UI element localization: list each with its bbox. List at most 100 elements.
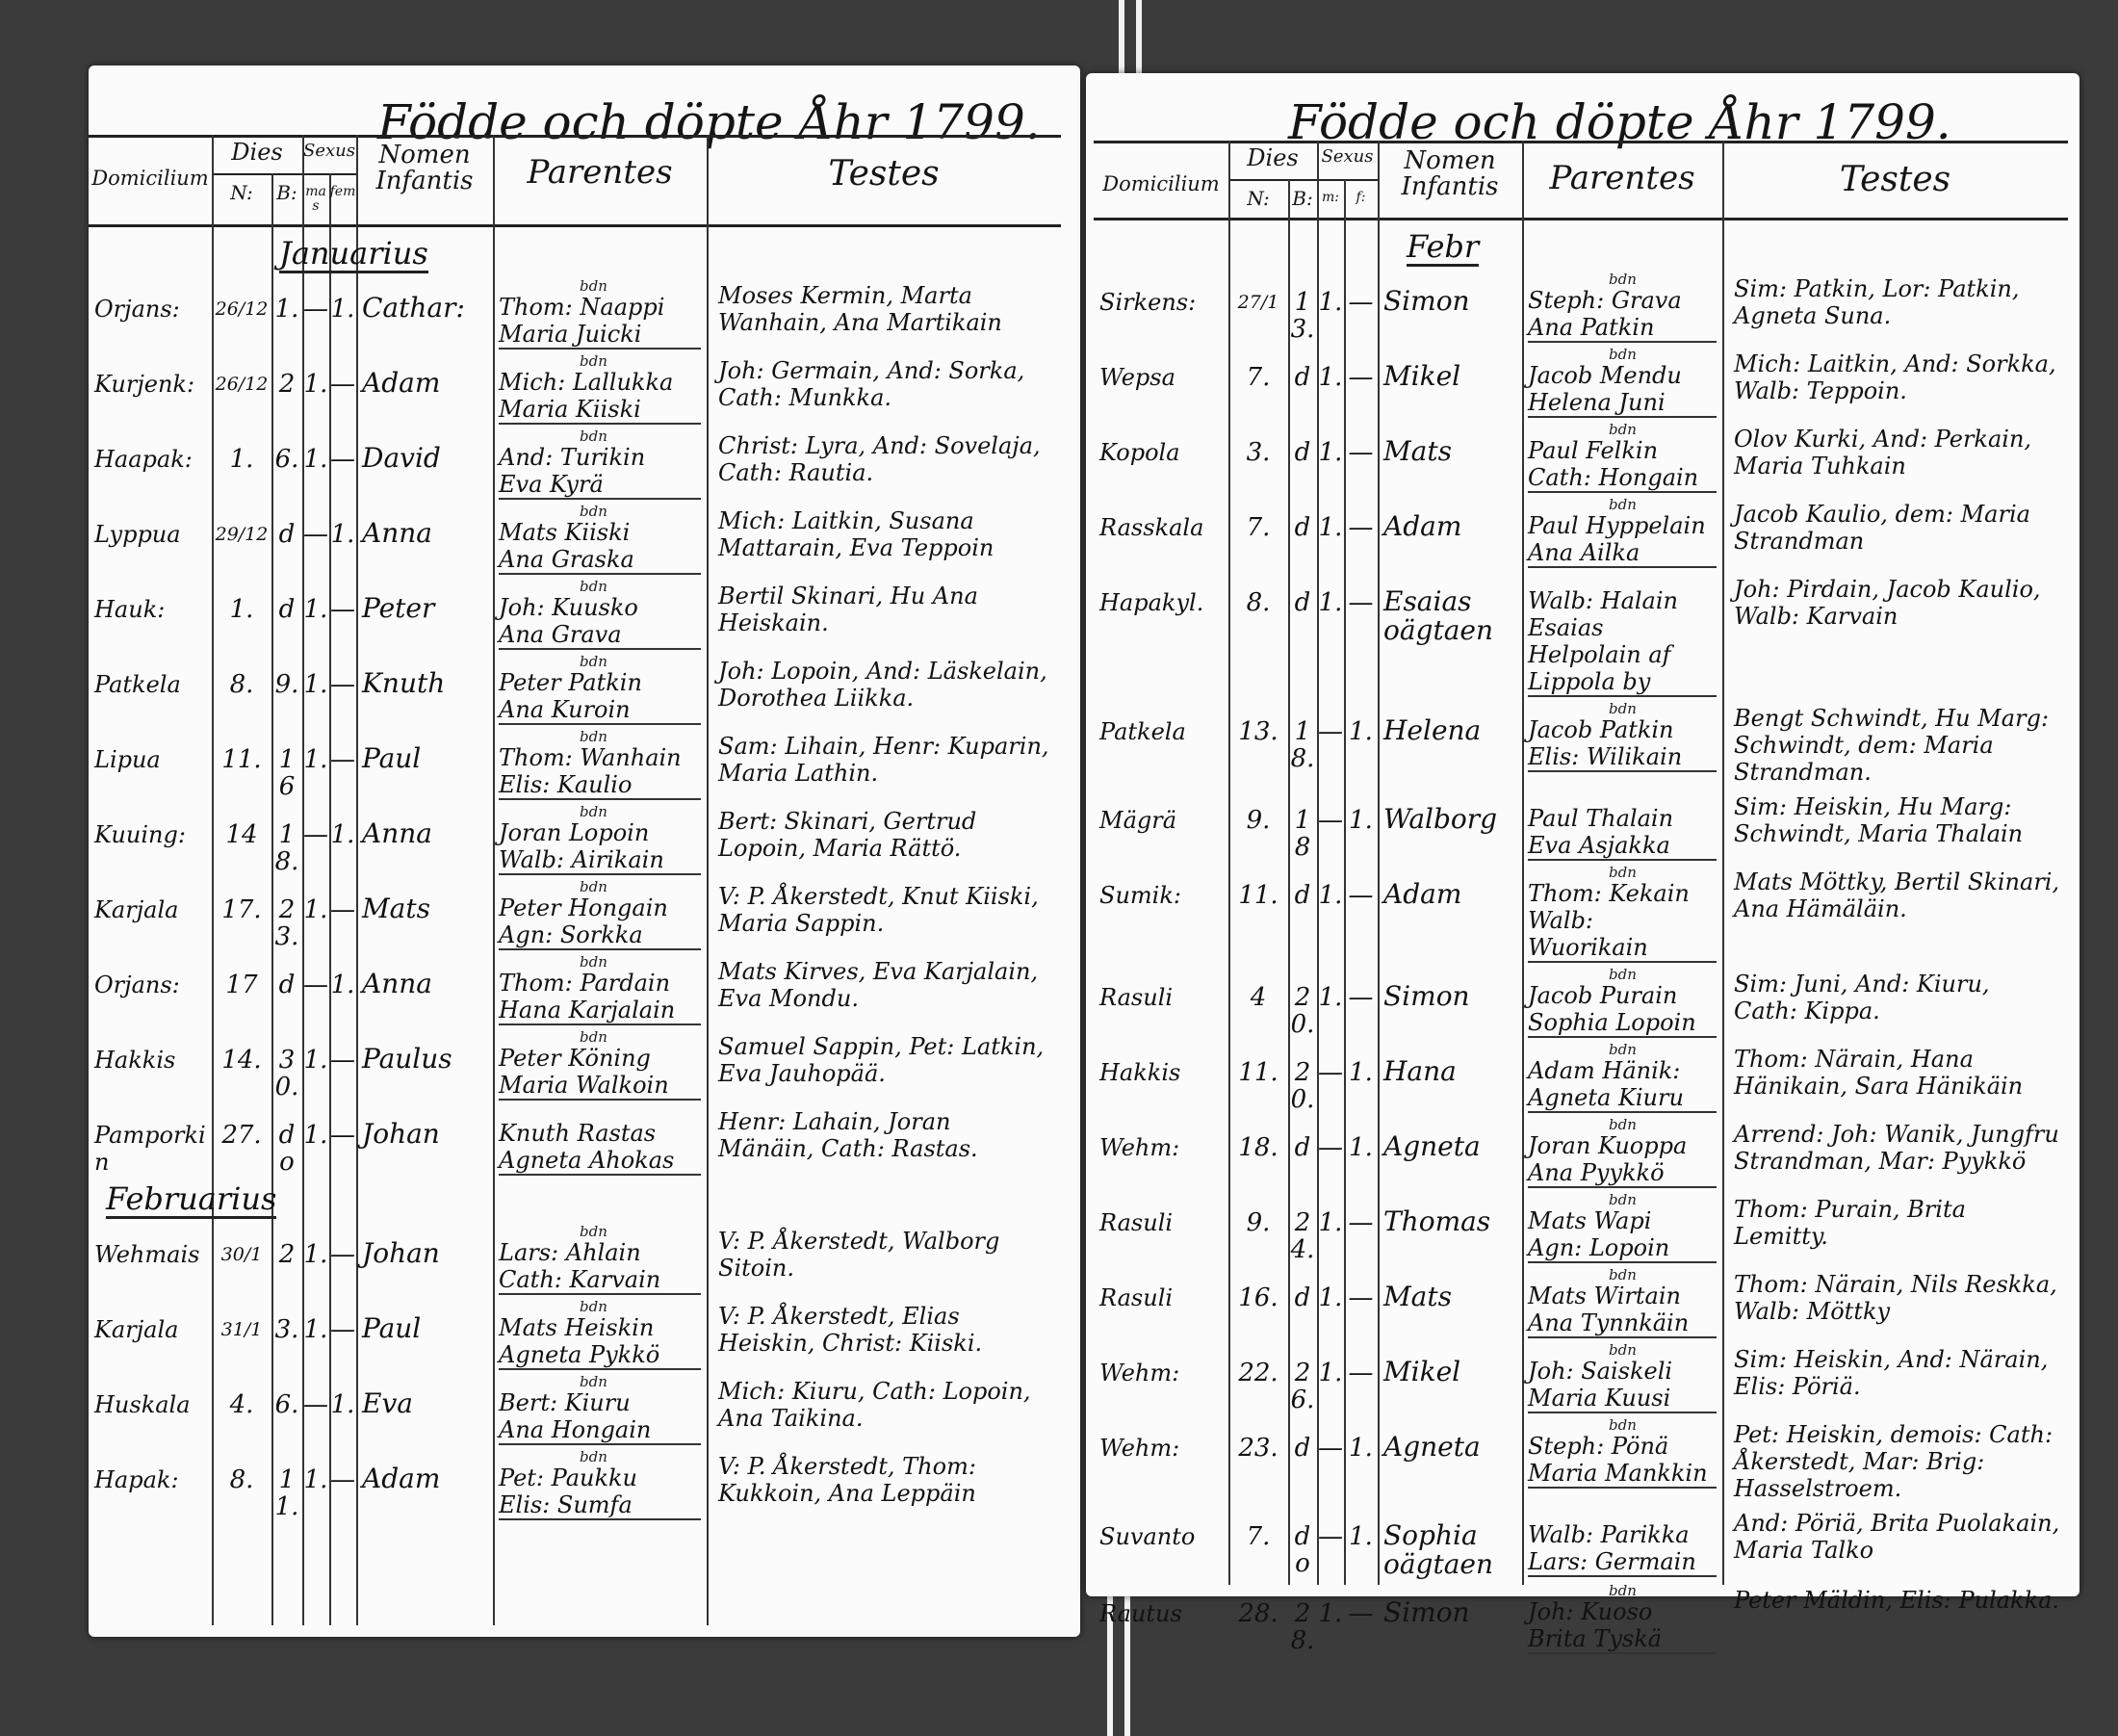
birth-day: 1. — [229, 445, 254, 474]
parent-name: Jacob Mendu — [1528, 362, 1682, 389]
parent-name: Maria Mankkin — [1528, 1460, 1708, 1487]
parent-name: Bert: Kiuru — [499, 1389, 631, 1416]
parents: Bert: Kiuru Ana Hongain — [499, 1389, 701, 1445]
parent-name: Cath: Hongain — [1528, 464, 1699, 491]
parents-annotation: bdn — [580, 578, 607, 595]
sex-male: 1. — [1318, 363, 1343, 392]
godparents: Joh: Germain, And: Sorka, Cath: Munkka. — [718, 357, 1025, 411]
parents-annotation: bdn — [1609, 496, 1637, 513]
parents: And: Turikin Eva Kyrä — [499, 444, 701, 500]
domicile: Wehmais — [94, 1241, 200, 1268]
register-entry: Hakkis 11. 20. —1. Hana bdn Adam Hänik: Agneta … — [1094, 1040, 2068, 1115]
baptism-day: do — [1294, 1522, 1311, 1578]
parent-name: Agneta Pykkö — [499, 1341, 660, 1368]
parent-name: Joh: Kuoso — [1528, 1598, 1653, 1625]
sex-male: 1. — [303, 370, 328, 399]
register-entry: Hauk: 1. d 1. — Peter bdn Joh: Kuusko Ana Grava B… — [89, 577, 1061, 652]
parents-cell: bdn Joh: Saiskeli Maria Kuusi — [1522, 1342, 1722, 1413]
godparents: Joh: Lopoin, And: Läskelain, Dorothea Li… — [718, 658, 1047, 712]
godparents: Mich: Laitkin, And: Sorkka, Walb: Teppoi… — [1734, 350, 2056, 404]
baptism-day: 28. — [1290, 1599, 1315, 1655]
domicile: Karjala — [94, 896, 179, 923]
infant-name: Adam — [362, 1463, 441, 1494]
godparents: Thom: Närain, Hana Hänikain, Sara Hänikä… — [1734, 1046, 2024, 1100]
header-sexus-fem: fem — [329, 184, 356, 199]
register-entry: Wehm: 23. d —1. Agneta bdn Steph: Pönä Maria Ma… — [1094, 1415, 2068, 1504]
sex-female: 1. — [1349, 717, 1373, 746]
sex-male: — — [1318, 1133, 1343, 1162]
godparents: Sim: Heiskin, And: Närain, Elis: Pöriä. — [1734, 1346, 2049, 1400]
parent-name: Mats Heiskin — [499, 1314, 655, 1341]
header-bottom-rule — [89, 224, 1061, 227]
parent-name: Ana Tynnkäin — [1528, 1309, 1690, 1336]
sex-female: 1. — [1349, 1133, 1373, 1162]
parents-annotation: bdn — [1609, 1416, 1637, 1434]
register-entry: Patkela 13. 18. —1. Helena bdn Jacob Patkin Eli… — [1094, 699, 2068, 788]
register-entry: Hapakyl. 8. d 1. — Esaias oägtaen Walb: Halain… — [1094, 570, 2068, 699]
parent-name: Agneta Kiuru — [1528, 1084, 1684, 1111]
column-rule — [1522, 141, 1524, 1585]
parents-cell: bdn Joran Lopoin Walb: Airikain — [493, 804, 707, 875]
header-domicilium: Domicilium — [91, 167, 209, 190]
register-entry: Kurjenk: 26/12 2 1. — Adam bdn Mich: Lallukka Ma… — [89, 351, 1061, 427]
domicile: Wehm: — [1099, 1360, 1180, 1386]
binding-thread — [1136, 0, 1142, 87]
parent-name: Joran Kuoppa — [1528, 1132, 1688, 1159]
parents-cell: bdn Peter Hongain Agn: Sorkka — [493, 879, 707, 950]
dies-sexus-subrule — [212, 173, 356, 175]
parents-annotation: bdn — [580, 1448, 607, 1465]
sex-male: — — [1318, 717, 1343, 746]
baptism-day: d — [278, 520, 296, 549]
parents-cell: Walb: Halain Esaias Helpolain af Lippola … — [1522, 572, 1722, 697]
header-sexus-fem: f: — [1356, 190, 1366, 205]
parents-annotation: bdn — [1609, 421, 1637, 438]
parents: Joh: Kuusko Ana Grava — [499, 594, 701, 650]
parents: Thom: Kekain Walb: Wuorikain — [1528, 880, 1717, 963]
sex-male: 1. — [1318, 1359, 1343, 1387]
parents: Walb: Halain Esaias Helpolain af Lippola … — [1528, 587, 1717, 697]
parents: Peter Patkin Ana Kuroin — [499, 669, 701, 725]
sex-male: 1. — [303, 445, 328, 474]
parent-name: Ana Pyykkö — [1528, 1159, 1665, 1186]
column-rule — [356, 135, 358, 1625]
domicile: Hauk: — [94, 596, 166, 623]
sex-female: — — [1348, 1599, 1374, 1628]
sex-female: — — [330, 370, 355, 399]
infant-name: Mats — [1383, 435, 1452, 467]
parents: Joran Lopoin Walb: Airikain — [499, 819, 701, 875]
sex-male: 1. — [303, 670, 328, 699]
parents-annotation — [499, 1104, 701, 1120]
parents-cell: bdn Joh: Kuoso Brita Tyskä — [1522, 1583, 1722, 1654]
parents-cell: Walb: Parikka Lars: Germain — [1522, 1506, 1722, 1577]
register-entry: Huskala 4. 6. —1. Eva bdn Bert: Kiuru Ana Honga… — [89, 1372, 1061, 1447]
parents-annotation: bdn — [580, 428, 607, 445]
baptism-day: 1. — [274, 295, 299, 324]
parent-name: Thom: Wanhain — [499, 744, 682, 771]
baptism-day: 2 — [278, 370, 296, 399]
godparents: Peter Mäldin, Elis: Pulakka. — [1734, 1587, 2060, 1614]
parents-cell: bdn Bert: Kiuru Ana Hongain — [493, 1374, 707, 1445]
birth-day: 26/12 — [215, 298, 269, 320]
parents-annotation: bdn — [1609, 1266, 1637, 1283]
parent-name: Pet: Paukku — [499, 1464, 638, 1491]
infant-name: Eva — [362, 1387, 413, 1419]
parents-cell: bdn Lars: Ahlain Cath: Karvain — [493, 1224, 707, 1295]
infant-name: Mats — [362, 893, 430, 924]
domicile: Suvanto — [1099, 1523, 1196, 1550]
sex-male: 1. — [1318, 288, 1343, 317]
header-dies-natus: N: — [1247, 187, 1270, 210]
sex-male: — — [1318, 1058, 1343, 1087]
parent-name: Ana Graska — [499, 546, 634, 573]
register-entry: Sirkens: 27/1 13. 1. — Simon bdn Steph: Grava An… — [1094, 270, 2068, 345]
header-dies-baptized: B: — [276, 181, 297, 204]
register-entry: Suvanto 7. do —1. Sophia oägtaen Walb: Parikk… — [1094, 1504, 2068, 1581]
baptism-day: 6. — [274, 445, 299, 474]
parent-name: Ana Grava — [499, 621, 622, 648]
sex-female: — — [1348, 438, 1374, 467]
baptism-day: d — [1294, 881, 1311, 910]
infant-name: Adam — [1383, 510, 1462, 542]
parents-annotation: bdn — [1609, 346, 1637, 363]
baptism-day: 18. — [274, 820, 299, 876]
godparents: Sim: Heiskin, Hu Marg: Schwindt, Maria T… — [1734, 793, 2024, 847]
baptism-day: 3. — [274, 1315, 299, 1344]
